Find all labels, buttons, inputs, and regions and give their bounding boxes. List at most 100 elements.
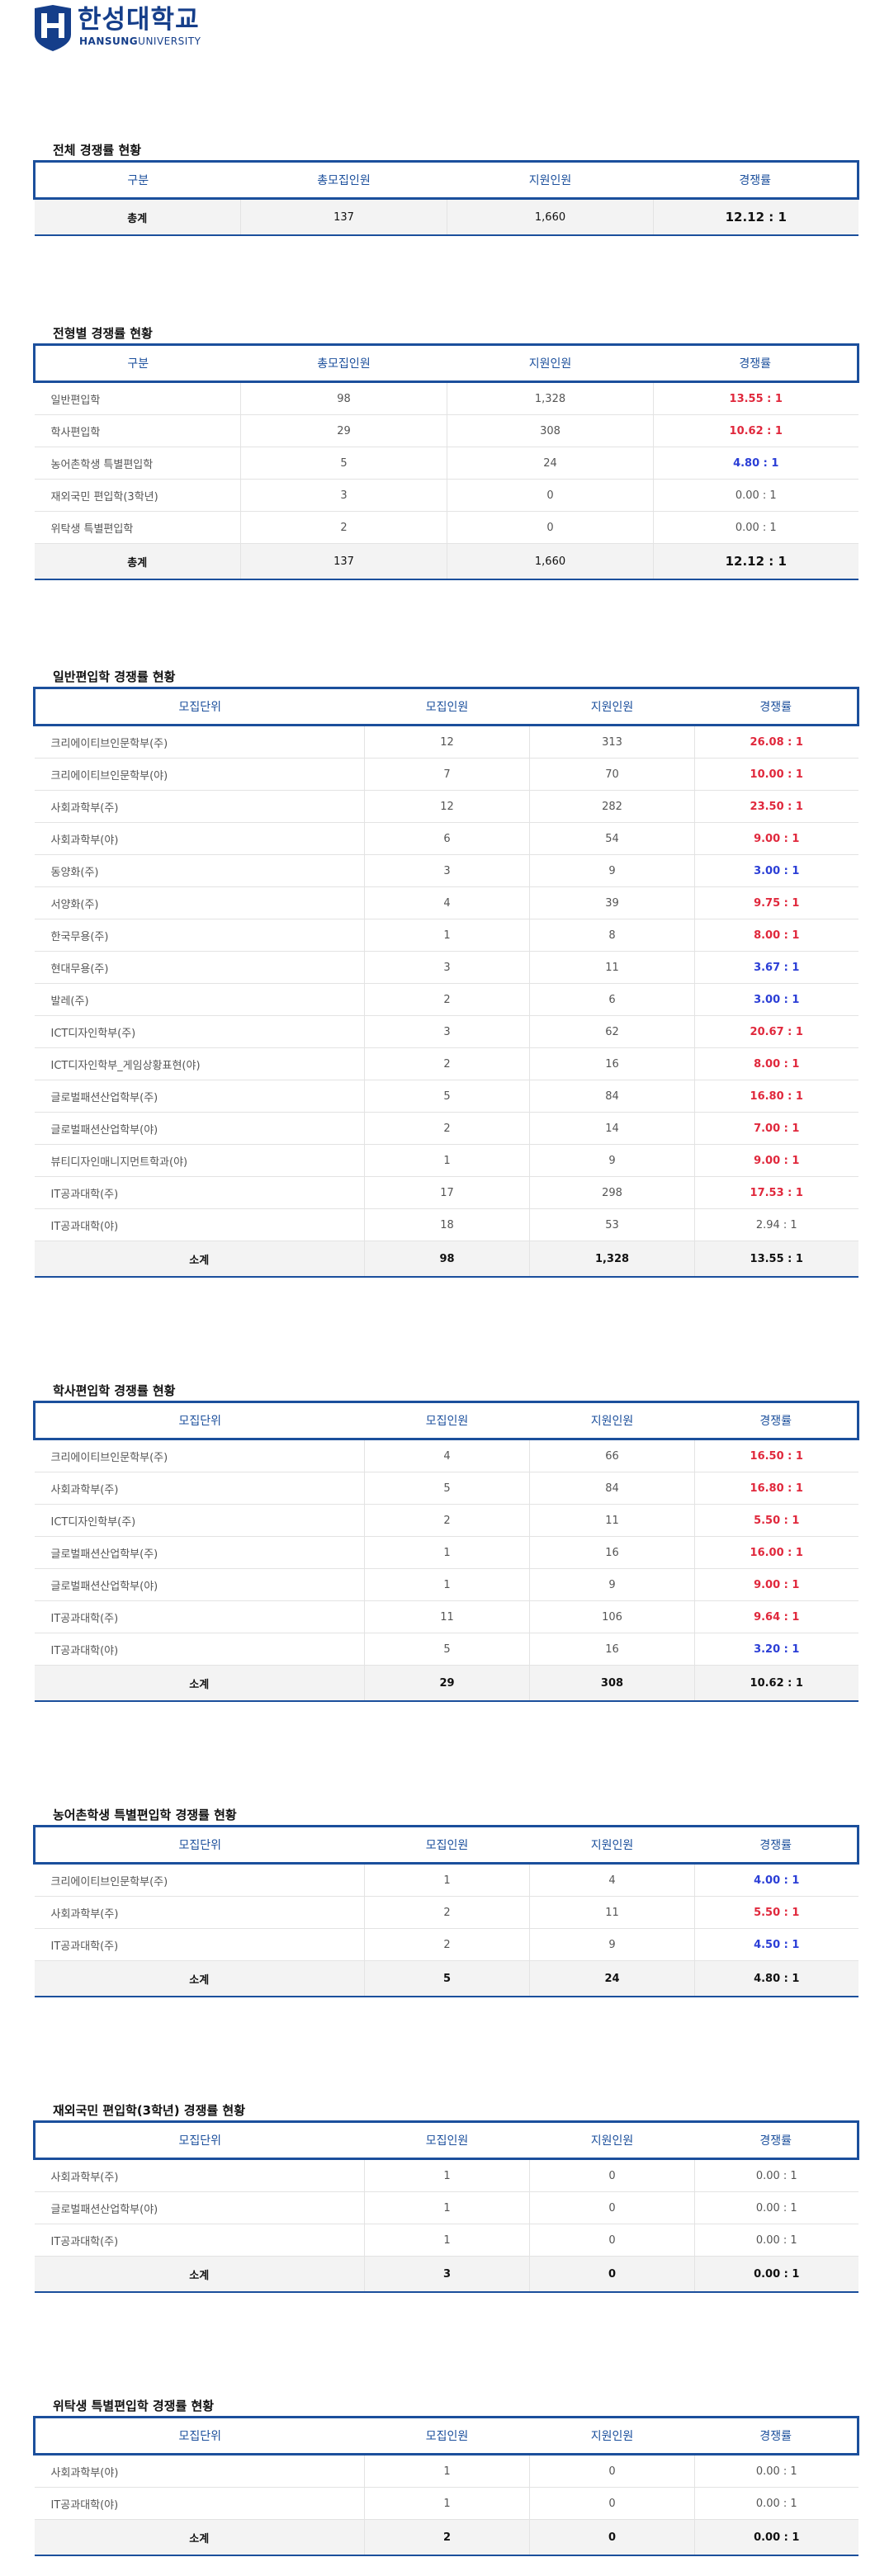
row-applicants: 0 (529, 2454, 695, 2488)
row-name: 일반편입학 (34, 381, 241, 415)
row-quota: 2 (364, 1047, 530, 1080)
row-rate: 16.00 : 1 (694, 1536, 858, 1569)
row-applicants: 11 (529, 1504, 695, 1537)
row-name: IT공과대학(주) (34, 1928, 365, 1961)
row-rate: 3.00 : 1 (694, 854, 858, 887)
row-applicants: 84 (529, 1080, 695, 1113)
row-quota: 1 (364, 1144, 530, 1177)
row-applicants: 8 (529, 919, 695, 952)
row-name: 사회과학부(주) (34, 2158, 365, 2192)
row-name: 학사편입학 (34, 414, 241, 447)
subtotal-row: 소계 3 0 0.00 : 1 (34, 2256, 858, 2292)
row-name: 글로벌패션산업학부(주) (34, 1080, 365, 1113)
row-rate: 16.80 : 1 (694, 1472, 858, 1505)
section-title: 전형별 경쟁률 현황 (53, 326, 153, 341)
total-applicants: 1,660 (447, 198, 654, 235)
header-cell: 모집인원 (364, 1825, 530, 1865)
header-cell: 경쟁률 (694, 2416, 859, 2455)
row-name: 현대무용(주) (34, 951, 365, 984)
row-quota: 4 (364, 1439, 530, 1472)
row-name: 동양화(주) (34, 854, 365, 887)
row-applicants: 0 (529, 2487, 695, 2520)
row-rate: 8.00 : 1 (694, 919, 858, 952)
table-row: 위탁생 특별편입학 2 0 0.00 : 1 (34, 511, 858, 544)
row-name: 크리에이티브인문학부(주) (34, 1863, 365, 1897)
consignment-transfer-section: 위탁생 특별편입학 경쟁률 현황 모집단위 모집인원 지원인원 경쟁률 사회과학… (33, 2396, 859, 2556)
total-row: 총계 137 1,660 12.12 : 1 (34, 198, 858, 235)
row-rate: 10.62 : 1 (653, 414, 858, 447)
row-name: 서양화(주) (34, 886, 365, 919)
row-applicants: 298 (529, 1176, 695, 1209)
row-name: 크리에이티브인문학부(주) (34, 725, 365, 759)
table-row: 글로벌패션산업학부(주) 5 84 16.80 : 1 (34, 1080, 858, 1113)
row-name: ICT디자인학부_게임상황표현(야) (34, 1047, 365, 1080)
row-applicants: 54 (529, 822, 695, 855)
row-quota: 29 (240, 414, 447, 447)
header-cell: 모집단위 (33, 2120, 365, 2160)
row-name: ICT디자인학부(주) (34, 1504, 365, 1537)
row-quota: 2 (364, 983, 530, 1016)
row-applicants: 1,328 (447, 381, 654, 415)
bachelor-transfer-table: 모집단위 모집인원 지원인원 경쟁률 크리에이티브인문학부(주) 4 66 16.50… (33, 1401, 859, 1702)
row-rate: 23.50 : 1 (694, 790, 858, 823)
row-rate: 0.00 : 1 (653, 511, 858, 544)
row-rate: 10.00 : 1 (694, 758, 858, 791)
row-quota: 2 (364, 1896, 530, 1929)
row-rate: 0.00 : 1 (653, 479, 858, 512)
subtotal-rate: 10.62 : 1 (694, 1665, 858, 1701)
row-quota: 3 (364, 1015, 530, 1048)
total-quota: 137 (240, 198, 447, 235)
bachelor-transfer-section: 학사편입학 경쟁률 현황 모집단위 모집인원 지원인원 경쟁률 크리에이티브인문… (33, 1381, 859, 1702)
row-name: 크리에이티브인문학부(야) (34, 758, 365, 791)
row-applicants: 106 (529, 1600, 695, 1633)
row-rate: 4.50 : 1 (694, 1928, 858, 1961)
row-quota: 1 (364, 2454, 530, 2488)
subtotal-label: 소계 (34, 2256, 365, 2292)
table-row: 크리에이티브인문학부(주) 12 313 26.08 : 1 (34, 725, 858, 759)
row-rate: 5.50 : 1 (694, 1896, 858, 1929)
table-row: 일반편입학 98 1,328 13.55 : 1 (34, 381, 858, 415)
row-rate: 5.50 : 1 (694, 1504, 858, 1537)
consignment-transfer-table: 모집단위 모집인원 지원인원 경쟁률 사회과학부(야) 1 0 0.00 : 1 IT공… (33, 2416, 859, 2556)
row-applicants: 0 (447, 479, 654, 512)
rural-transfer-section: 농어촌학생 특별편입학 경쟁률 현황 모집단위 모집인원 지원인원 경쟁률 크리… (33, 1805, 859, 1997)
row-quota: 1 (364, 1568, 530, 1601)
subtotal-applicants: 24 (529, 1960, 695, 1997)
row-applicants: 11 (529, 1896, 695, 1929)
overall-table: 구분 총모집인원 지원인원 경쟁률 총계 137 1,660 12.12 : 1 (33, 160, 859, 236)
row-quota: 3 (364, 951, 530, 984)
row-name: 사회과학부(주) (34, 1472, 365, 1505)
row-rate: 9.00 : 1 (694, 1568, 858, 1601)
subtotal-label: 총계 (34, 543, 241, 579)
subtotal-row: 소계 98 1,328 13.55 : 1 (34, 1241, 858, 1277)
row-quota: 3 (364, 854, 530, 887)
row-name: 글로벌패션산업학부(야) (34, 1112, 365, 1145)
header-cell: 지원인원 (529, 1401, 695, 1440)
overall-section: 전체 경쟁률 현황 구분 총모집인원 지원인원 경쟁률 총계 137 1,660… (33, 140, 859, 236)
row-applicants: 9 (529, 854, 695, 887)
header-cell: 경쟁률 (694, 1401, 859, 1440)
table-row: IT공과대학(야) 18 53 2.94 : 1 (34, 1208, 858, 1241)
table-row: 사회과학부(야) 6 54 9.00 : 1 (34, 822, 858, 855)
rural-transfer-table: 모집단위 모집인원 지원인원 경쟁률 크리에이티브인문학부(주) 1 4 4.00 :… (33, 1825, 859, 1997)
subtotal-rate: 0.00 : 1 (694, 2256, 858, 2292)
university-logo[interactable]: 한성대학교 HANSUNGUNIVERSITY (31, 2, 201, 53)
subtotal-label: 소계 (34, 1665, 365, 1701)
row-name: 사회과학부(야) (34, 2454, 365, 2488)
row-rate: 9.00 : 1 (694, 1144, 858, 1177)
header-cell: 모집인원 (364, 2120, 530, 2160)
general-transfer-table: 모집단위 모집인원 지원인원 경쟁률 크리에이티브인문학부(주) 12 313 26.… (33, 687, 859, 1278)
row-rate: 13.55 : 1 (653, 381, 858, 415)
row-quota: 5 (364, 1633, 530, 1666)
row-applicants: 16 (529, 1633, 695, 1666)
header-cell: 구분 (33, 343, 241, 383)
header-cell: 경쟁률 (653, 160, 859, 200)
row-quota: 6 (364, 822, 530, 855)
row-quota: 17 (364, 1176, 530, 1209)
table-row: 글로벌패션산업학부(야) 1 9 9.00 : 1 (34, 1568, 858, 1601)
row-name: 사회과학부(주) (34, 1896, 365, 1929)
row-applicants: 0 (447, 511, 654, 544)
row-quota: 5 (364, 1472, 530, 1505)
subtotal-rate: 4.80 : 1 (694, 1960, 858, 1997)
